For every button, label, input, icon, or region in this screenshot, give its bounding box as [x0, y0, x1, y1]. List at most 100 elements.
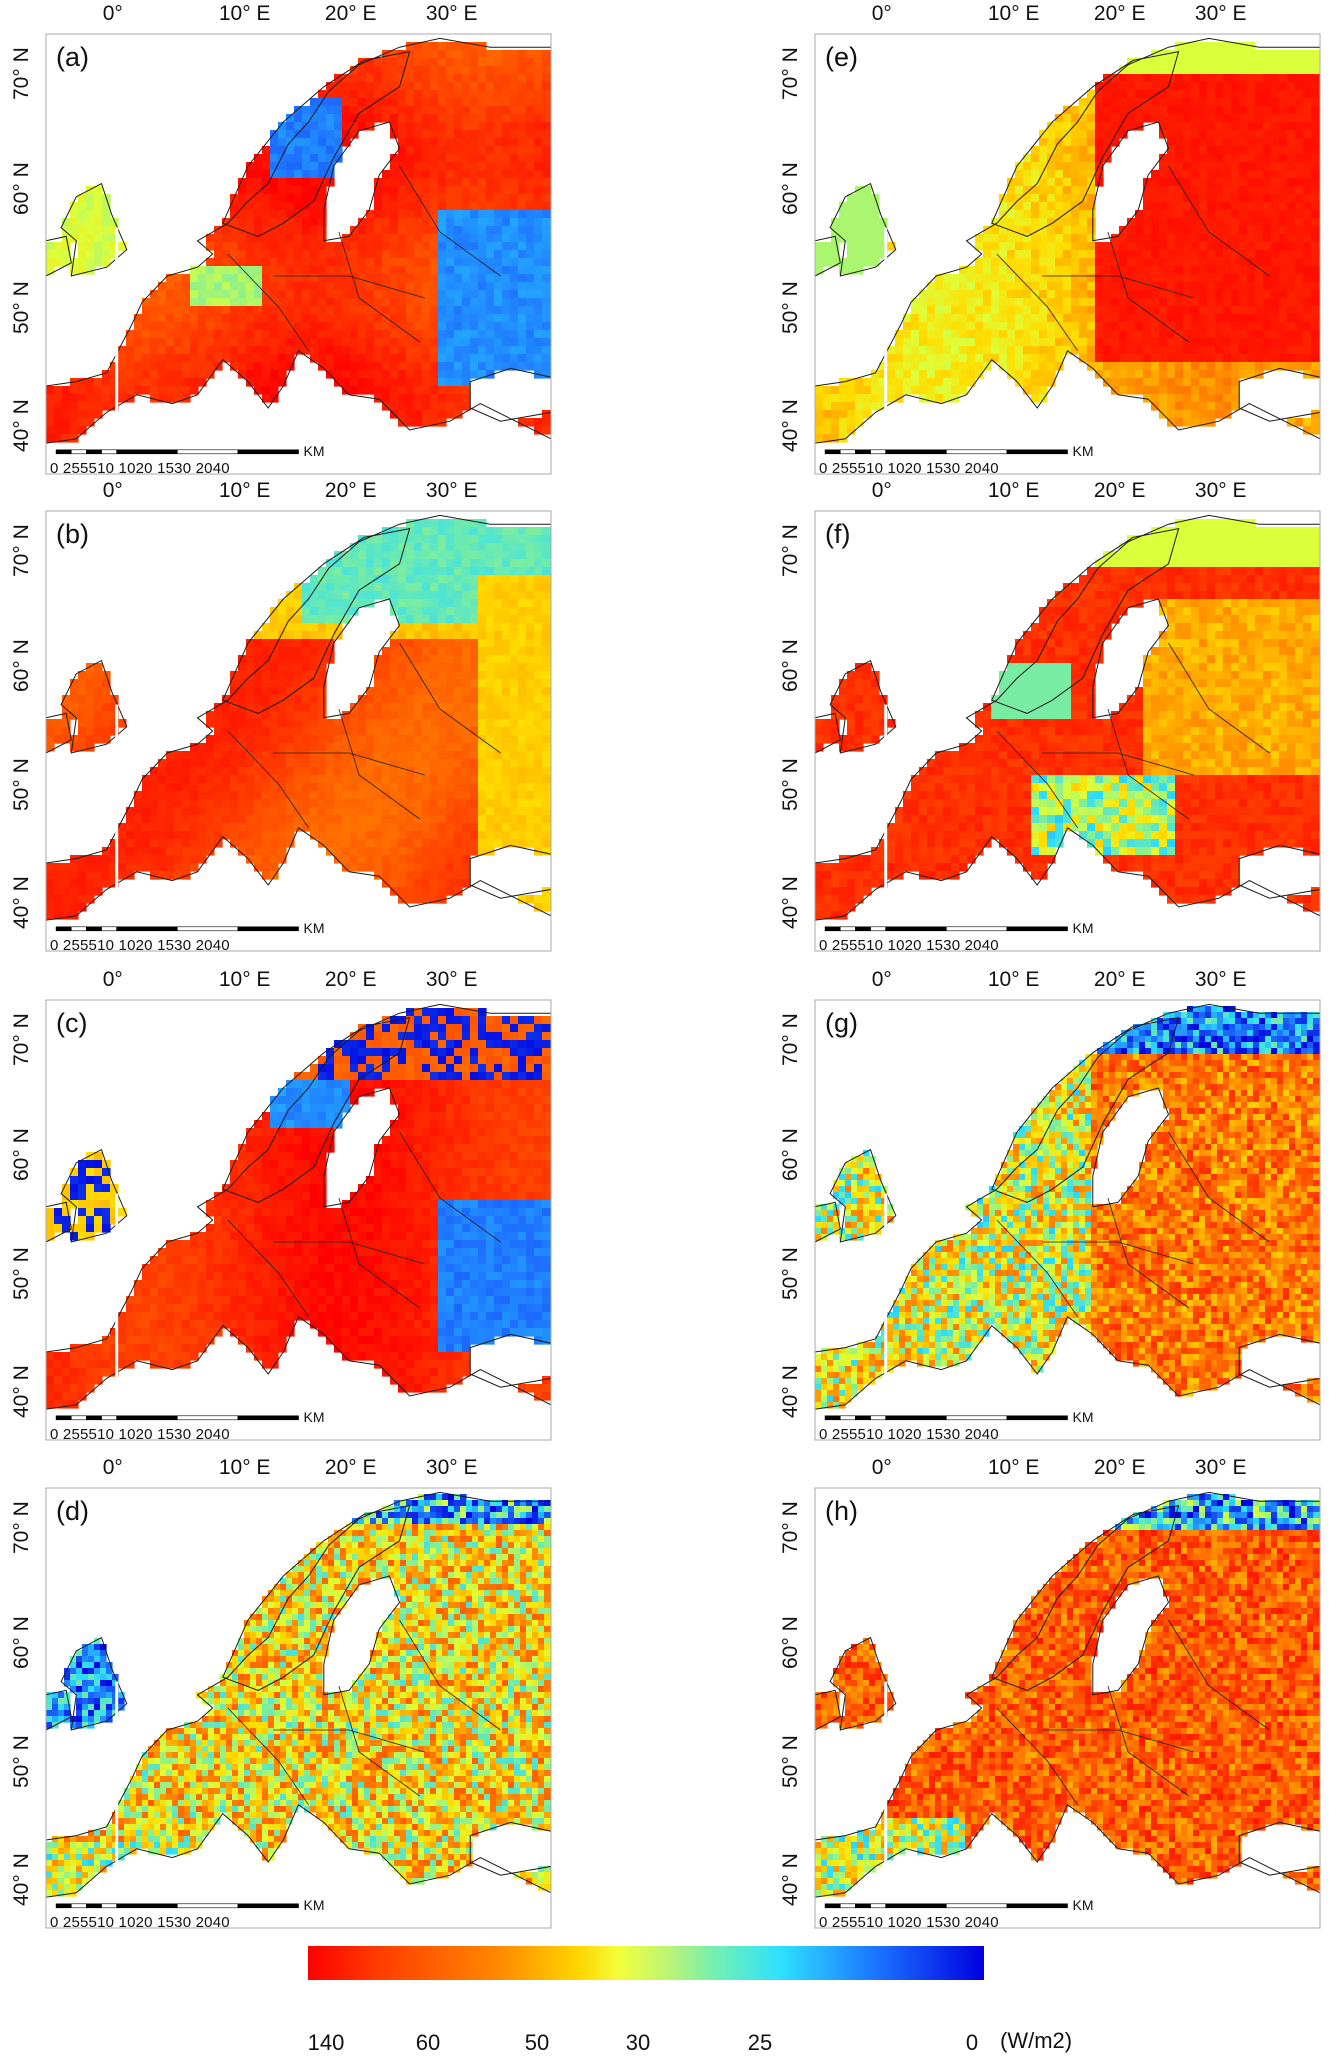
map-frame — [814, 1487, 1321, 1929]
scale-bar-segment — [870, 1415, 886, 1421]
country-border — [1168, 165, 1270, 277]
panel-label: (d) — [56, 1496, 89, 1526]
coastline — [222, 527, 411, 714]
panel-label: (b) — [56, 519, 89, 549]
scale-bar-segment — [824, 926, 841, 932]
longitude-tick-label: 10° E — [987, 479, 1040, 502]
country-border — [227, 253, 309, 352]
scale-bar-text: 0 255510 1020 1530 2040 — [819, 937, 999, 955]
latitude-tick-label: 50° N — [779, 1734, 802, 1788]
longitude-tick-label: 30° E — [425, 1456, 478, 1479]
scale-bar-segment — [1006, 1415, 1068, 1421]
country-border — [1107, 708, 1189, 820]
coastline — [1092, 598, 1170, 719]
map-frame — [814, 999, 1321, 1441]
country-border — [338, 1685, 420, 1797]
country-border — [338, 1197, 420, 1309]
map-raster — [814, 33, 1321, 475]
scale-bar-segment — [70, 926, 87, 932]
scale-bar-text: 0 255510 1020 1530 2040 — [819, 1914, 999, 1932]
coastline — [60, 182, 128, 277]
country-border — [399, 1619, 501, 1731]
latitude-tick-label: 50° N — [10, 280, 33, 334]
scale-bar-segment — [55, 1415, 72, 1421]
latitude-tick-label: 60° N — [779, 1616, 802, 1669]
scale-bar-segment — [70, 449, 87, 455]
longitude-tick-label: 30° E — [1194, 1456, 1247, 1479]
latitude-tick-label: 50° N — [10, 1246, 33, 1300]
latitude-tick-label: 40° N — [10, 876, 33, 930]
longitude-tick-label: 30° E — [1194, 2, 1247, 25]
longitude-tick-label: 30° E — [425, 2, 478, 25]
latitude-tick-label: 70° N — [779, 47, 802, 101]
longitude-tick-label: 20° E — [324, 1456, 377, 1479]
panel-label: (g) — [825, 1008, 858, 1038]
latitude-tick-label: 50° N — [10, 757, 33, 811]
latitude-tick-label: 60° N — [779, 639, 802, 692]
country-border — [996, 1707, 1078, 1806]
longitude-tick-label: 20° E — [1093, 968, 1146, 991]
longitude-tick-label: 0° — [871, 479, 892, 502]
map-frame — [814, 33, 1321, 475]
scale-bar-text: 0 255510 1020 1530 2040 — [50, 937, 230, 955]
coastline — [991, 1504, 1180, 1691]
map-raster — [45, 33, 552, 475]
coastline — [829, 1636, 897, 1731]
scale-bar-segment — [870, 1903, 886, 1909]
map-raster — [814, 1487, 1321, 1929]
coastline — [991, 1016, 1180, 1203]
scale-bar-unit: KM — [1072, 1897, 1094, 1914]
scale-bar-segment — [885, 1903, 947, 1909]
country-border — [1107, 231, 1189, 343]
scale-bar-unit: KM — [1072, 1409, 1094, 1426]
map-raster — [45, 510, 552, 952]
panel-label: (a) — [56, 42, 89, 72]
scale-bar-segment — [946, 926, 1008, 932]
scale-bar-segment — [116, 1903, 178, 1909]
latitude-tick-label: 70° N — [779, 524, 802, 578]
scale-bar-segment — [237, 926, 299, 932]
colorbar-tick: 60 — [415, 2030, 441, 2055]
latitude-tick-label: 50° N — [779, 280, 802, 334]
scale-bar-segment — [1006, 449, 1068, 455]
scale-bar-text: 0 255510 1020 1530 2040 — [50, 460, 230, 478]
map-panel: (c) 0 255510 1020 1530 2040 KM 0° 10° E 20° E… — [10, 968, 552, 1443]
longitude-tick-label: 30° E — [1194, 968, 1247, 991]
latitude-tick-label: 40° N — [779, 1365, 802, 1419]
scale-bar-segment — [946, 1903, 1008, 1909]
map-panel: (h) 0 255510 1020 1530 2040 KM 0° 10° E 20° E… — [779, 1456, 1321, 1932]
scale-bar-segment — [237, 449, 299, 455]
longitude-tick-label: 30° E — [1194, 479, 1247, 502]
colorbar-tick: 0 — [965, 2030, 979, 2055]
scale-bar-segment — [824, 449, 841, 455]
longitude-tick-label: 10° E — [218, 1456, 271, 1479]
scale-bar-segment — [946, 449, 1008, 455]
map-frame — [45, 1487, 552, 1929]
longitude-tick-label: 10° E — [987, 1456, 1040, 1479]
colorbar-tick: 140 — [307, 2030, 345, 2055]
longitude-tick-label: 10° E — [218, 479, 271, 502]
longitude-tick-label: 0° — [102, 1456, 123, 1479]
panel-label: (e) — [825, 42, 858, 72]
scale-bar-segment — [1006, 926, 1068, 932]
country-border — [1168, 1619, 1270, 1731]
longitude-tick-label: 0° — [102, 968, 123, 991]
panel-label: (h) — [825, 1496, 858, 1526]
scale-bar-segment — [824, 1415, 841, 1421]
country-border — [1042, 752, 1194, 776]
latitude-tick-label: 40° N — [779, 399, 802, 453]
scale-bar-unit: KM — [303, 1897, 325, 1914]
coastline — [60, 659, 128, 754]
longitude-tick-label: 10° E — [218, 968, 271, 991]
latitude-tick-label: 50° N — [779, 757, 802, 811]
scale-bar-segment — [237, 1903, 299, 1909]
country-border — [996, 1219, 1078, 1318]
scale-bar-segment — [839, 926, 856, 932]
latitude-tick-label: 70° N — [779, 1013, 802, 1067]
longitude-tick-label: 20° E — [1093, 1456, 1146, 1479]
coastline — [991, 50, 1180, 237]
panel-label: (f) — [825, 519, 851, 549]
scale-bar-segment — [101, 1903, 117, 1909]
country-border — [399, 1131, 501, 1243]
coastline — [829, 182, 897, 277]
